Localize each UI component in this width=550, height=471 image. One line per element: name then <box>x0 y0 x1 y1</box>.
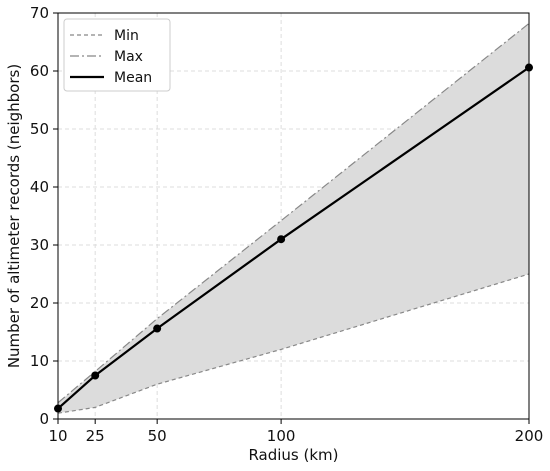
series-point-mean <box>153 324 162 333</box>
legend: Min Max Mean <box>63 18 171 92</box>
legend-items: Min Max Mean <box>70 28 152 86</box>
series-line-max <box>57 22 530 404</box>
y-tick-label: 20 <box>30 294 49 312</box>
y-tick-label: 70 <box>30 4 49 22</box>
y-axis-label: Number of altimeter records (neighbors) <box>5 64 23 368</box>
legend-label-min: Min <box>114 28 139 44</box>
x-tick-label: 200 <box>515 427 544 445</box>
x-tick-label: 100 <box>267 427 296 445</box>
legend-box <box>63 18 171 92</box>
y-tick-label: 0 <box>39 410 49 428</box>
x-tick-label: 10 <box>48 427 67 445</box>
series-point-mean <box>277 235 286 244</box>
y-tick-label: 30 <box>30 236 49 254</box>
y-tick-label: 60 <box>30 62 49 80</box>
x-axis-label: Radius (km) <box>248 446 338 464</box>
x-tick-label: 25 <box>86 427 105 445</box>
y-tick-label: 50 <box>30 120 49 138</box>
series-line-min <box>57 273 530 414</box>
y-tick-label: 40 <box>30 178 49 196</box>
legend-label-mean: Mean <box>114 70 152 86</box>
y-tick-label: 10 <box>30 352 49 370</box>
plot-frame <box>57 12 530 420</box>
legend-label-max: Max <box>114 49 143 65</box>
series-point-mean <box>91 371 100 380</box>
x-tick-label: 50 <box>148 427 167 445</box>
